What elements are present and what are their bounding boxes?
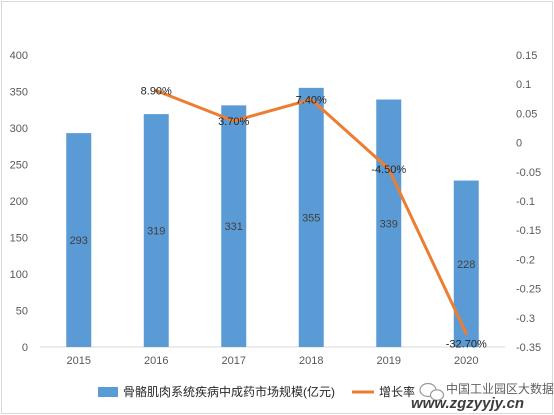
y-left-tick-label: 250 — [10, 160, 28, 172]
x-tick-label: 2019 — [377, 355, 401, 367]
bar-series — [66, 87, 479, 348]
y-right-tick-label: -0.25 — [516, 284, 541, 296]
x-tick-label: 2020 — [454, 355, 478, 367]
y-left-tick-label: 200 — [10, 196, 28, 208]
x-tick-label: 2015 — [67, 355, 91, 367]
x-axis: 2015 2016 2017 2018 2019 2020 — [40, 346, 505, 367]
bar — [66, 133, 92, 347]
bar-data-label: 339 — [380, 218, 398, 230]
legend: 骨骼肌肉系统疾病中成药市场规模(亿元) 增长率 — [98, 384, 415, 399]
line-point — [154, 89, 158, 93]
bar-data-label: 228 — [457, 259, 475, 271]
y-right-tick-label: -0.3 — [516, 313, 535, 325]
bar — [143, 114, 169, 347]
bar-data-label: 319 — [147, 226, 165, 238]
bar-data-label: 355 — [302, 212, 320, 224]
line-point — [232, 119, 236, 123]
y-right-tick-label: 0.15 — [516, 50, 537, 62]
watermark-url-text: www.zgzyyjy.cn — [411, 395, 524, 412]
y-left-tick-label: 150 — [10, 233, 28, 245]
line-data-label: 7.40% — [296, 94, 327, 106]
y-right-tick-label: 0.1 — [516, 79, 531, 91]
y-right-tick-label: -0.35 — [516, 342, 541, 354]
line-series — [154, 89, 468, 336]
legend-label-line: 增长率 — [379, 384, 415, 399]
line-point — [464, 332, 468, 336]
wechat-icon — [419, 382, 445, 401]
y-left-tick-label: 350 — [10, 87, 28, 99]
bar — [298, 87, 324, 347]
y-left-tick-label: 100 — [10, 269, 28, 281]
line-point — [387, 167, 391, 171]
bar — [221, 105, 247, 348]
line-point — [309, 97, 313, 101]
y-right-tick-label: -0.15 — [516, 225, 541, 237]
y-left-tick-label: 400 — [10, 50, 28, 62]
line-data-label: -4.50% — [371, 164, 406, 176]
y-left-tick-label: 50 — [16, 306, 28, 318]
x-tick-label: 2016 — [144, 355, 168, 367]
legend-swatch-bar — [98, 387, 118, 397]
bar — [376, 99, 402, 347]
bar-data-labels: 293 319 331 355 339 228 — [70, 212, 476, 270]
y-left-tick-label: 300 — [10, 123, 28, 135]
line-data-label: 3.70% — [218, 116, 249, 128]
line-data-labels: 8.90% 3.70% 7.40% -4.50% -32.70% — [141, 86, 487, 351]
legend-label-bar: 骨骼肌肉系统疾病中成药市场规模(亿元) — [123, 384, 335, 399]
y-right-tick-label: -0.05 — [516, 167, 541, 179]
y-right-tick-label: -0.1 — [516, 196, 535, 208]
y-axis-left: 0 50 100 150 200 250 300 350 400 — [10, 50, 28, 354]
y-right-tick-label: 0 — [516, 138, 522, 150]
x-tick-label: 2018 — [299, 355, 323, 367]
y-axis-right: -0.35 -0.3 -0.25 -0.2 -0.15 -0.1 -0.05 0 0.05 0.1… — [516, 50, 541, 354]
y-right-tick-label: -0.2 — [516, 254, 535, 266]
line-data-label: 8.90% — [141, 86, 172, 98]
line-data-label: -32.70% — [446, 339, 487, 351]
bar-data-label: 331 — [225, 221, 243, 233]
x-tick-label: 2017 — [222, 355, 246, 367]
bar-data-label: 293 — [70, 235, 88, 247]
y-right-tick-label: 0.05 — [516, 108, 537, 120]
watermark: 中国工业园区大数据 www.zgzyyjy.cn — [411, 381, 554, 412]
watermark-brand-text: 中国工业园区大数据 — [446, 381, 554, 396]
y-left-tick-label: 0 — [22, 342, 28, 354]
